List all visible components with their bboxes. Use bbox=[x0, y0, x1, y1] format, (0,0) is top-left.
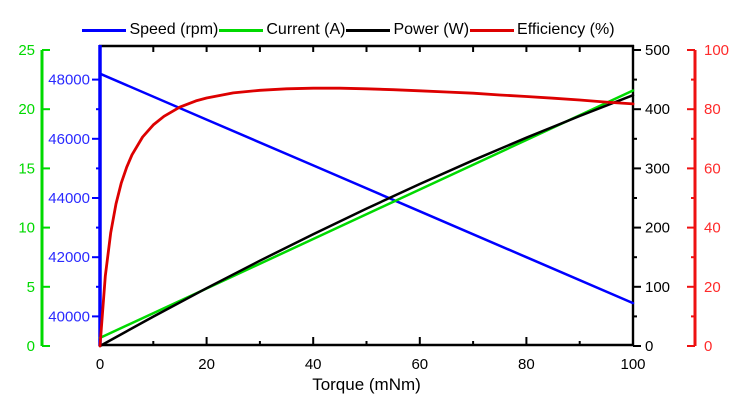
svg-text:0: 0 bbox=[27, 338, 35, 355]
y-axis-power: 0 100 200 300 400 500 bbox=[633, 42, 670, 355]
legend-label-speed: Speed (rpm) bbox=[129, 21, 219, 38]
svg-text:10: 10 bbox=[18, 220, 35, 237]
svg-text:80: 80 bbox=[704, 101, 721, 118]
svg-text:100: 100 bbox=[620, 356, 645, 373]
y-axis-current: 0 5 10 15 20 25 bbox=[18, 42, 50, 355]
x-axis-title: Torque (mNm) bbox=[312, 375, 421, 394]
svg-text:0: 0 bbox=[704, 338, 712, 355]
svg-text:300: 300 bbox=[645, 160, 670, 177]
svg-text:40: 40 bbox=[305, 356, 322, 373]
svg-text:60: 60 bbox=[411, 356, 428, 373]
svg-text:100: 100 bbox=[704, 42, 729, 59]
y-axis-speed: 40000 42000 44000 46000 48000 bbox=[48, 72, 100, 325]
svg-text:44000: 44000 bbox=[48, 190, 90, 207]
legend-label-power: Power (W) bbox=[393, 21, 470, 38]
series-efficiency bbox=[98, 86, 635, 348]
power-line-swatch bbox=[346, 28, 391, 32]
chart-legend: Speed (rpm) Current (A) Power (W) Effici… bbox=[0, 20, 698, 40]
current-line-swatch bbox=[219, 28, 264, 32]
svg-text:25: 25 bbox=[18, 42, 35, 59]
svg-text:48000: 48000 bbox=[48, 72, 90, 89]
legend-item-efficiency: Efficiency (%) bbox=[470, 21, 616, 39]
svg-text:60: 60 bbox=[704, 160, 721, 177]
efficiency-line-swatch bbox=[470, 28, 515, 32]
svg-text:5: 5 bbox=[27, 279, 35, 296]
series-power bbox=[98, 93, 635, 348]
svg-text:20: 20 bbox=[198, 356, 215, 373]
svg-text:500: 500 bbox=[645, 42, 670, 59]
svg-text:40000: 40000 bbox=[48, 308, 90, 325]
svg-text:20: 20 bbox=[704, 279, 721, 296]
legend-item-current: Current (A) bbox=[219, 21, 346, 39]
svg-text:80: 80 bbox=[518, 356, 535, 373]
svg-text:400: 400 bbox=[645, 101, 670, 118]
svg-text:0: 0 bbox=[645, 338, 653, 355]
svg-text:0: 0 bbox=[96, 356, 104, 373]
svg-text:42000: 42000 bbox=[48, 249, 90, 266]
svg-text:100: 100 bbox=[645, 279, 670, 296]
legend-item-speed: Speed (rpm) bbox=[82, 21, 219, 39]
svg-text:15: 15 bbox=[18, 160, 35, 177]
svg-text:40: 40 bbox=[704, 220, 721, 237]
svg-text:20: 20 bbox=[18, 101, 35, 118]
svg-text:46000: 46000 bbox=[48, 131, 90, 148]
series-speed bbox=[98, 72, 635, 305]
y-axis-efficiency: 0 20 40 60 80 100 bbox=[687, 42, 729, 355]
speed-line-swatch bbox=[82, 28, 127, 32]
svg-text:200: 200 bbox=[645, 220, 670, 237]
x-axis: 0 20 40 60 80 100 bbox=[96, 46, 646, 373]
legend-label-efficiency: Efficiency (%) bbox=[517, 21, 615, 38]
legend-item-power: Power (W) bbox=[346, 21, 470, 39]
legend-label-current: Current (A) bbox=[266, 21, 346, 38]
